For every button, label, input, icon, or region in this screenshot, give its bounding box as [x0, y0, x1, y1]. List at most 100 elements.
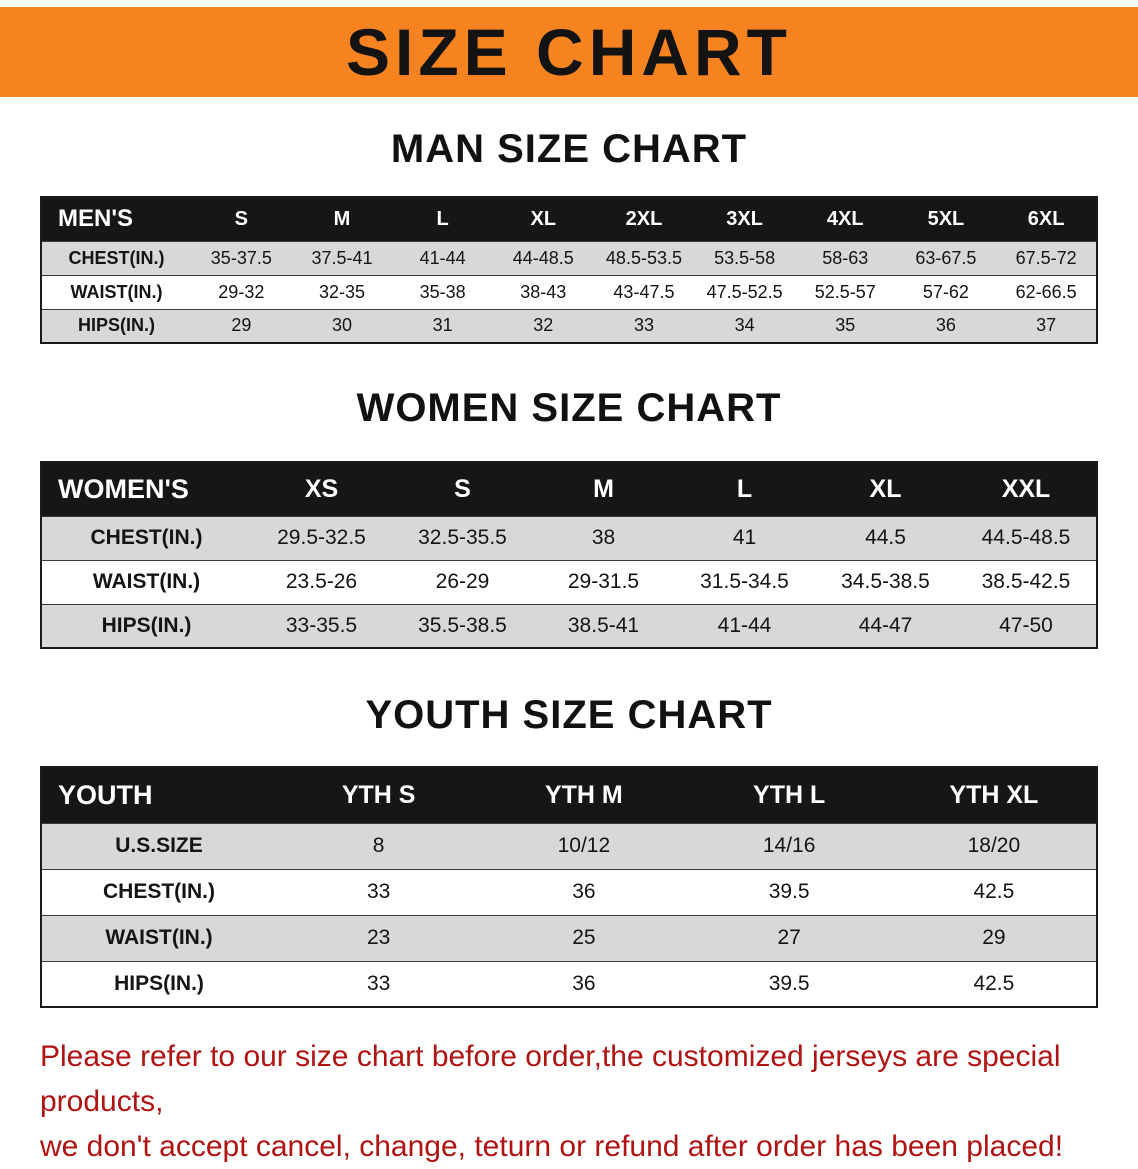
measurement-value-cell: 29-32 — [218, 281, 265, 302]
table-header-row: YOUTH YTH S YTH M YTH L YTH XL — [41, 767, 1097, 823]
men-section-heading: MAN SIZE CHART — [390, 127, 748, 171]
measurement-value-cell: 53.5-58 — [714, 247, 776, 268]
measurement-label-cell: HIPS(IN.) — [101, 613, 192, 637]
measurement-label-cell: HIPS(IN.) — [114, 971, 204, 995]
measurement-value-cell: 41-44 — [717, 613, 772, 637]
measurement-value-cell: 47-50 — [999, 613, 1053, 637]
measurement-value-cell: 38-43 — [520, 281, 567, 302]
measurement-value-cell: 14/16 — [762, 834, 816, 857]
measurement-value-cell: 63-67.5 — [915, 247, 977, 268]
measurement-value-cell: 44.5 — [865, 526, 906, 549]
measurement-value-cell: 35 — [835, 315, 856, 336]
size-column-header: YTH XL — [891, 767, 1097, 823]
size-column-header: S — [392, 462, 533, 516]
size-column-header: 2XL — [593, 197, 695, 241]
size-column-header: YTH L — [686, 767, 892, 823]
measurement-value-cell: 57-62 — [922, 281, 969, 302]
measurement-value-cell: 52.5-57 — [814, 281, 876, 302]
measurement-value-cell: 34 — [734, 315, 755, 336]
disclaimer-line-1: Please refer to our size chart before or… — [40, 1040, 1061, 1118]
disclaimer: Please refer to our size chart before or… — [40, 1034, 1138, 1169]
size-column-header: XS — [251, 462, 392, 516]
measurement-value-cell: 29 — [231, 315, 252, 336]
measurement-value-cell: 44.5-48.5 — [981, 526, 1071, 549]
youth-section-heading: YOUTH SIZE CHART — [365, 693, 773, 737]
table-row: CHEST(IN.) 35-37.5 37.5-41 41-44 44-48.5 48.5… — [41, 241, 1097, 275]
measurement-value-cell: 36 — [935, 315, 956, 336]
measurement-label-cell: CHEST(IN.) — [90, 526, 203, 549]
measurement-value-cell: 32 — [533, 315, 554, 336]
size-column-header: YTH M — [481, 767, 687, 823]
measurement-value-cell: 25 — [572, 926, 596, 949]
size-column-header: L — [674, 462, 815, 516]
table-header-row: WOMEN'S XS S M L XL XXL — [41, 462, 1097, 516]
size-column-header: 6XL — [996, 197, 1097, 241]
size-column-header: 4XL — [794, 197, 896, 241]
measurement-value-cell: 37 — [1036, 315, 1057, 336]
measurement-value-cell: 33 — [633, 315, 654, 336]
measurement-value-cell: 10/12 — [557, 834, 611, 857]
measurement-value-cell: 26-29 — [435, 570, 490, 593]
measurement-label-cell: WAIST(IN.) — [70, 281, 163, 302]
size-column-header: 3XL — [694, 197, 795, 241]
table-title-cell: MEN'S — [41, 197, 191, 241]
size-column-header: M — [533, 462, 674, 516]
table-header-row: MEN'S S M L XL 2XL 3XL 4XL 5XL 6XL — [41, 197, 1097, 241]
measurement-value-cell: 42.5 — [973, 971, 1015, 995]
size-column-header: L — [392, 197, 493, 241]
measurement-value-cell: 43-47.5 — [613, 281, 675, 302]
measurement-label-cell: WAIST(IN.) — [92, 570, 201, 593]
table-row: HIPS(IN.) 33-35.5 35.5-38.5 38.5-41 41-44 44-… — [41, 604, 1097, 648]
measurement-value-cell: 23.5-26 — [285, 570, 358, 593]
measurement-value-cell: 36 — [572, 880, 596, 903]
measurement-value-cell: 32.5-35.5 — [418, 526, 507, 549]
measurement-value-cell: 37.5-41 — [311, 247, 373, 268]
measurement-value-cell: 35-37.5 — [210, 247, 272, 268]
table-row: HIPS(IN.) 29 30 31 32 33 34 35 36 37 — [41, 309, 1097, 343]
measurement-value-cell: 38.5-42.5 — [981, 570, 1071, 593]
measurement-value-cell: 42.5 — [973, 880, 1015, 903]
measurement-value-cell: 29 — [982, 926, 1006, 949]
table-row: U.S.SIZE 8 10/12 14/16 18/20 — [41, 823, 1097, 869]
measurement-label-cell: CHEST(IN.) — [103, 880, 215, 903]
table-title-cell: YOUTH — [41, 767, 276, 823]
measurement-value-cell: 34.5-38.5 — [841, 570, 930, 593]
table-row: WAIST(IN.) 29-32 32-35 35-38 38-43 43-47.5 47.… — [41, 275, 1097, 309]
women-section: WOMEN SIZE CHART WOMEN'S XS S M L XL XXL CHEST(… — [0, 386, 1138, 649]
table-row: WAIST(IN.) 23 25 27 29 — [41, 915, 1097, 961]
measurement-value-cell: 31 — [432, 315, 453, 336]
youth-section: YOUTH SIZE CHART YOUTH YTH S YTH M YTH L YTH… — [0, 693, 1138, 1008]
measurement-value-cell: 41-44 — [419, 247, 466, 268]
measurement-value-cell: 41 — [732, 526, 757, 549]
banner: SIZE CHART — [0, 7, 1138, 97]
measurement-value-cell: 44-47 — [858, 613, 913, 637]
measurement-value-cell: 36 — [572, 971, 596, 995]
size-chart-page: SIZE CHART MAN SIZE CHART MEN'S S M L XL 2XL 3… — [0, 7, 1138, 1169]
size-column-header: S — [191, 197, 292, 241]
measurement-value-cell: 23 — [366, 926, 391, 949]
measurement-label-cell: HIPS(IN.) — [77, 315, 155, 336]
measurement-value-cell: 47.5-52.5 — [706, 281, 783, 302]
measurement-label-cell: WAIST(IN.) — [105, 926, 213, 949]
measurement-value-cell: 29-31.5 — [567, 570, 640, 593]
measurement-value-cell: 38.5-41 — [567, 613, 640, 637]
measurement-value-cell: 32-35 — [318, 281, 365, 302]
size-column-header: XXL — [956, 462, 1097, 516]
measurement-value-cell: 33 — [366, 880, 391, 903]
disclaimer-line-2: we don't accept cancel, change, teturn o… — [40, 1130, 1064, 1163]
women-section-heading: WOMEN SIZE CHART — [356, 386, 782, 430]
table-row: CHEST(IN.) 29.5-32.5 32.5-35.5 38 41 44.5 44.5… — [41, 516, 1097, 560]
measurement-value-cell: 39.5 — [768, 880, 810, 903]
size-column-header: 5XL — [895, 197, 997, 241]
measurement-label-cell: CHEST(IN.) — [68, 247, 165, 268]
measurement-value-cell: 31.5-34.5 — [700, 570, 789, 593]
measurement-label-cell: U.S.SIZE — [115, 834, 203, 857]
measurement-value-cell: 35.5-38.5 — [418, 613, 507, 637]
page-title: SIZE CHART — [346, 15, 792, 89]
measurement-value-cell: 58-63 — [822, 247, 869, 268]
size-column-header: XL — [815, 462, 956, 516]
women-size-table: WOMEN'S XS S M L XL XXL CHEST(IN.) 29.5-32.5 32.5… — [40, 461, 1098, 649]
measurement-value-cell: 29.5-32.5 — [277, 526, 366, 549]
measurement-value-cell: 35-38 — [419, 281, 466, 302]
measurement-value-cell: 18/20 — [967, 834, 1021, 857]
